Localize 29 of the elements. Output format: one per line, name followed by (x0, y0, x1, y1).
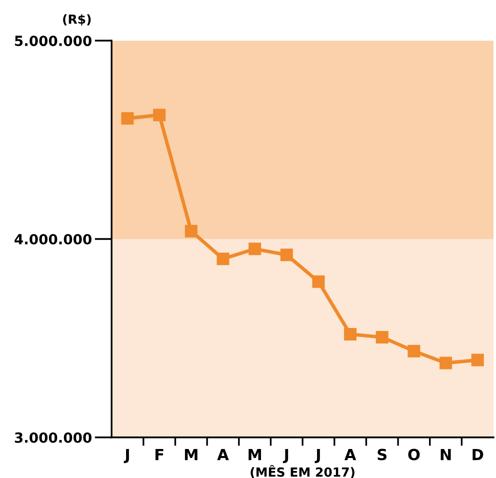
x-tick-label: M (248, 448, 262, 460)
point (184, 224, 198, 238)
y-tick-label: 3.000.000 (14, 432, 92, 443)
y-axis-title: (R$) (63, 14, 91, 26)
x-tick-label: J (282, 448, 288, 464)
x-tick-label: F (156, 448, 164, 460)
point (471, 354, 484, 366)
point (408, 344, 420, 358)
x-tick-label: D (472, 448, 484, 460)
x-tick-label: N (440, 448, 451, 460)
point (216, 252, 230, 266)
point (440, 356, 452, 370)
point (312, 275, 325, 288)
point (376, 330, 388, 344)
point (248, 242, 262, 256)
point (280, 248, 293, 262)
x-tick-label: M (184, 448, 198, 460)
point (344, 328, 357, 340)
x-tick-label: A (217, 448, 229, 460)
point (121, 112, 134, 125)
x-tick-label: O (408, 448, 420, 460)
y-tick-label: 5.000.000 (15, 36, 92, 46)
x-tick-label: S (378, 448, 387, 460)
x-tick-label: J (314, 448, 320, 464)
x-tick-label: J (124, 448, 129, 464)
y-tick-label: 4.000.000 (14, 234, 92, 244)
point (153, 108, 166, 122)
x-tick-label: A (344, 448, 356, 460)
x-axis-title: (MÊS EM 2017) (250, 465, 354, 478)
